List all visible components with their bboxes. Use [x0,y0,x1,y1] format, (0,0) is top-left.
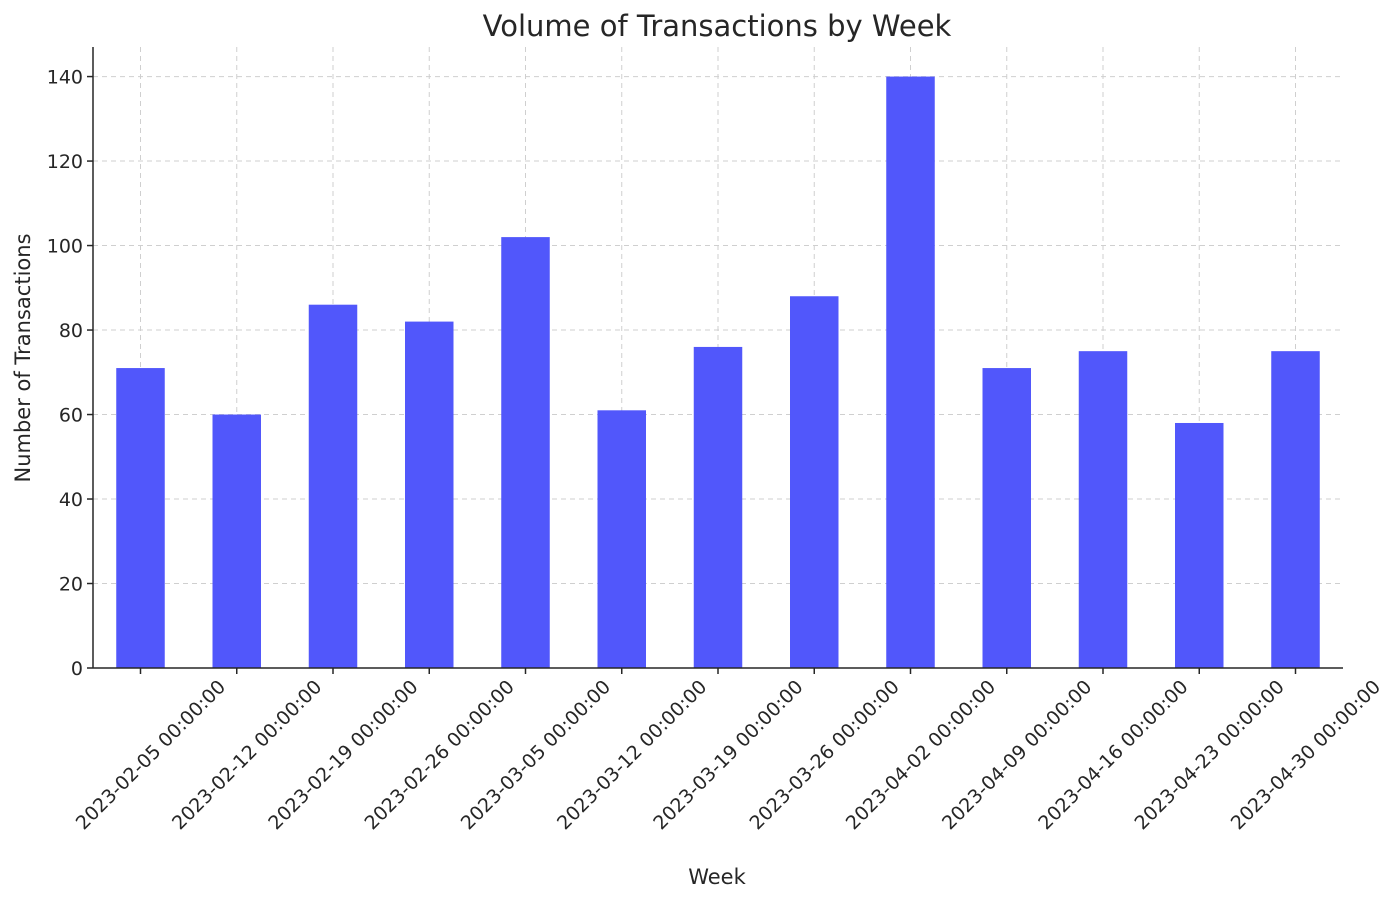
y-tick-label: 60 [59,405,83,427]
bar [501,237,550,668]
y-tick-label: 140 [47,67,83,89]
y-tick-label: 80 [59,320,83,342]
bar [308,304,358,668]
bar [886,76,935,669]
chart-title: Volume of Transactions by Week [483,9,952,43]
bar [405,321,454,668]
y-tick-label: 0 [71,658,83,680]
bar [212,414,261,668]
bar [1175,422,1224,668]
bar [116,368,165,668]
bar [597,410,646,668]
bar [790,296,839,668]
y-tick-label: 100 [47,236,83,258]
bars [116,76,1320,669]
y-ticks: 0 20 40 60 80 100 120 140 [47,67,93,680]
y-axis-label: Number of Transactions [11,233,35,482]
bar [1078,351,1128,668]
bar [693,346,743,668]
y-tick-label: 40 [59,489,83,511]
bar [982,368,1031,668]
bar [1271,351,1320,668]
y-tick-label: 120 [47,151,83,173]
x-axis-label: Week [688,865,746,889]
y-tick-label: 20 [59,574,83,596]
